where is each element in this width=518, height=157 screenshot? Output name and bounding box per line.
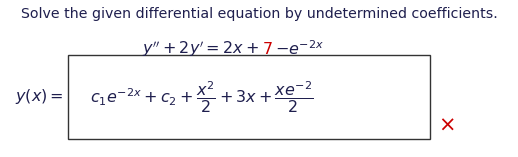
Text: $\times$: $\times$ (438, 115, 455, 135)
Text: $- e^{-2x}$: $- e^{-2x}$ (275, 40, 324, 58)
Text: Solve the given differential equation by undetermined coefficients.: Solve the given differential equation by… (21, 7, 497, 21)
FancyBboxPatch shape (68, 55, 430, 139)
Text: $7$: $7$ (262, 41, 273, 57)
Text: $c_1 e^{-2x} + c_2 + \dfrac{x^2}{2} + 3x + \dfrac{xe^{-2}}{2}$: $c_1 e^{-2x} + c_2 + \dfrac{x^2}{2} + 3x… (90, 79, 314, 115)
Text: $y(x) =$: $y(x) =$ (16, 87, 64, 106)
Text: $y'' + 2y' = 2x + $: $y'' + 2y' = 2x + $ (142, 39, 259, 59)
